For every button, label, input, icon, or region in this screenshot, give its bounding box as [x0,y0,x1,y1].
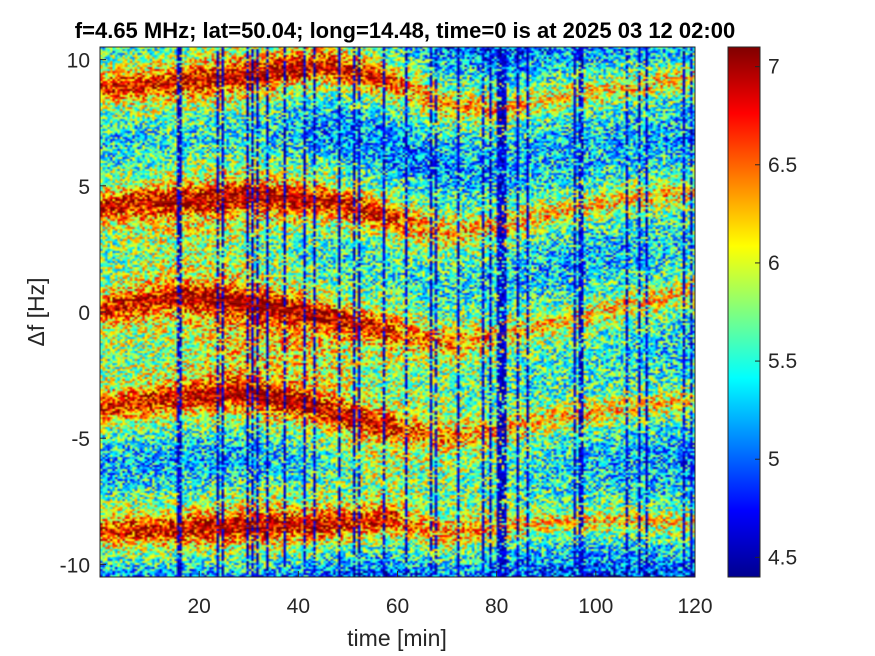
band-center-line-3 [100,391,695,440]
x-tick-label: 20 [187,595,210,618]
y-tick-label: 5 [78,176,90,199]
y-tick-label: 10 [67,50,90,73]
y-axis: 10 5 0 -5 -10 [60,50,106,577]
x-axis-label: time [min] [347,625,447,651]
colorbar-tick-label: 6.5 [768,154,797,177]
colorbar-tick-label: 4.5 [768,546,797,569]
colorbar-tick-label: 5 [768,448,780,471]
x-tick-label: 60 [386,595,409,618]
x-tick-label: 40 [287,595,310,618]
y-tick-label: 0 [78,302,90,325]
x-tick-label: 120 [677,595,712,618]
plot-area [100,47,695,577]
colorbar-tick-label: 7 [768,56,780,79]
band-center-line-1 [100,189,695,236]
x-axis: 20 40 60 80 100 120 [187,571,713,618]
x-tick-label: 80 [485,595,508,618]
colorbar [727,46,761,578]
colorbar-tick-label: 5.5 [768,350,797,373]
colorbar-axis: 7 6.5 6 5.5 5 4.5 [755,56,797,569]
heatmap-image [100,47,695,577]
band-center-line-4 [100,517,695,536]
band-center-line-2 [100,290,695,344]
y-tick-label: -10 [60,554,90,577]
band-center-line-0 [100,63,695,112]
x-tick-label: 100 [578,595,613,618]
y-tick-label: -5 [71,428,90,451]
colorbar-tick-label: 6 [768,252,780,275]
band-guides [100,63,695,536]
chart-title: f=4.65 MHz; lat=50.04; long=14.48, time=… [75,18,735,43]
y-axis-label: Δf [Hz] [23,277,49,346]
plot-frame [99,46,696,578]
